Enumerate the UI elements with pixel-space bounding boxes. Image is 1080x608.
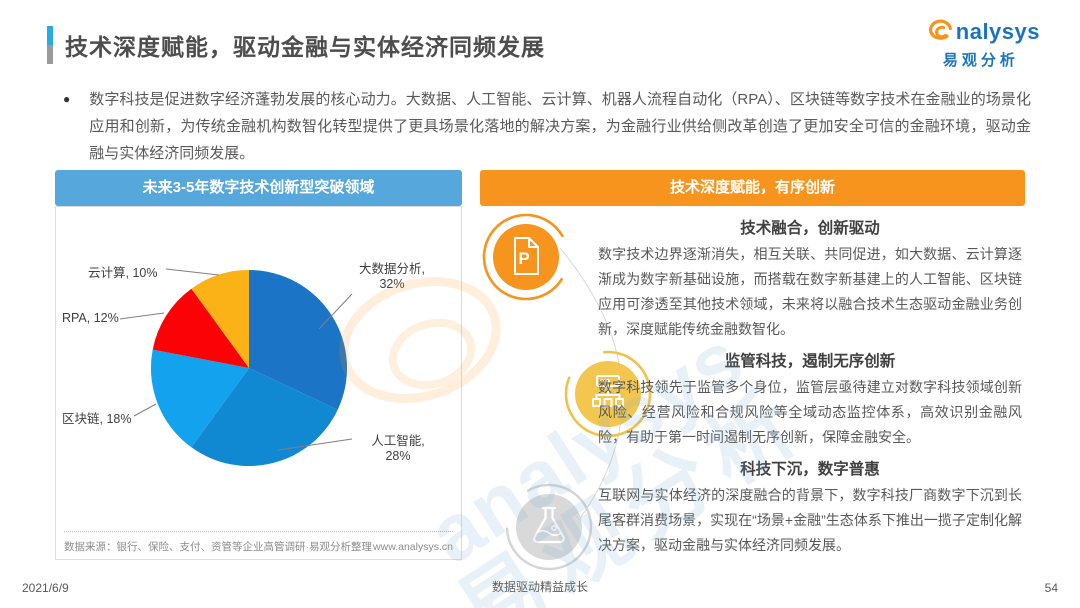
- section-body: 数字技术边界逐渐消失，相互关联、共同促进，如大数据、云计算逐渐成为数字新基础设施…: [598, 246, 1022, 337]
- logo-swirl-icon: [922, 16, 956, 48]
- section-title: 科技下沉，数字普惠: [740, 461, 880, 478]
- source-row: 数据来源：银行、保险、支付、资管等企业高管调研·易观分析整理 www.analy…: [64, 531, 453, 554]
- section-body: 互联网与实体经济的深度融合的背景下，数字科技厂商数字下沉到长尾客群消费场景，实现…: [598, 487, 1022, 553]
- pie-label-cloud: 云计算, 10%: [88, 266, 158, 280]
- left-panel: 未来3-5年数字技术创新型突破领域 大数据分析, 32% 人工智能, 28% 区…: [55, 170, 462, 560]
- pie-chart: [119, 268, 353, 467]
- svg-text:P: P: [518, 249, 529, 268]
- footer-slogan: 数据驱动精益成长: [491, 580, 589, 594]
- bullet-icon: ●: [63, 92, 71, 106]
- right-panel-header: 技术深度赋能，有序创新: [480, 170, 1025, 206]
- website-url: www.analysys.cn: [373, 540, 453, 553]
- pie-label-ai: 人工智能, 28%: [371, 434, 425, 463]
- section-title: 技术融合，创新驱动: [740, 220, 880, 237]
- pie-slice-区块链: [150, 349, 249, 448]
- section-regtech: 监管科技，遏制无序创新 数字科技领先于监管多个身位，监管层亟待建立对数字科技领域…: [598, 349, 1022, 450]
- title-accent-bar: [47, 26, 53, 64]
- footer-date: 2021/6/9: [22, 581, 69, 595]
- pie-slice-人工智能: [191, 368, 338, 467]
- pie-label-blockchain: 区块链, 18%: [62, 412, 132, 426]
- section-tech-fusion: 技术融合，创新驱动 数字技术边界逐渐消失，相互关联、共同促进，如大数据、云计算逐…: [598, 216, 1022, 342]
- logo: nalysys 易观分析: [922, 16, 1040, 70]
- left-panel-header: 未来3-5年数字技术创新型突破领域: [55, 170, 462, 206]
- page-title: 技术深度赋能，驱动金融与实体经济同频发展: [65, 34, 545, 60]
- pie-slice-大数据分析: [249, 270, 348, 410]
- pie-label-rpa: RPA, 12%: [62, 311, 119, 325]
- section-inclusive-finance: 科技下沉，数字普惠 互联网与实体经济的深度融合的背景下，数字科技厂商数字下沉到长…: [598, 457, 1022, 558]
- flowchart-icon: [562, 348, 654, 445]
- sections: P 技术融合，创新驱动 数字技术边界逐渐消失，相互关联、共同促进，如大数据、云计…: [480, 206, 1025, 571]
- flask-icon: [503, 481, 595, 578]
- title-row: 技术深度赋能，驱动金融与实体经济同频发展: [47, 26, 545, 64]
- pie-leader-lines: [119, 268, 353, 451]
- intro-text: 数字科技是促进数字经济蓬勃发展的核心动力。大数据、人工智能、云计算、机器人流程自…: [89, 91, 1031, 162]
- pie-label-bigdata: 大数据分析, 32%: [359, 262, 425, 291]
- section-body: 数字科技领先于监管多个身位，监管层亟待建立对数字科技领域创新风险、经营风险和合规…: [598, 379, 1022, 445]
- pie-slice-RPA: [152, 288, 249, 368]
- pie-slice-云计算: [191, 270, 249, 368]
- pie-chart-box: 大数据分析, 32% 人工智能, 28% 区块链, 18% RPA, 12% 云…: [55, 206, 462, 560]
- source-label: 数据来源：银行、保险、支付、资管等企业高管调研·易观分析整理: [64, 541, 372, 553]
- footer-page-number: 54: [1044, 581, 1058, 595]
- right-panel: 技术深度赋能，有序创新 P 技术融合，创新驱动 数字技术边界逐渐消失，: [480, 170, 1025, 571]
- logo-brand-cn: 易观分析: [942, 52, 1019, 69]
- intro-block: ● 数字科技是促进数字经济蓬勃发展的核心动力。大数据、人工智能、云计算、机器人流…: [63, 86, 1031, 167]
- pie-slices: [150, 270, 348, 467]
- section-title: 监管科技，遏制无序创新: [724, 353, 896, 370]
- logo-brand-text: nalysys: [955, 19, 1040, 44]
- document-p-icon: P: [480, 211, 572, 308]
